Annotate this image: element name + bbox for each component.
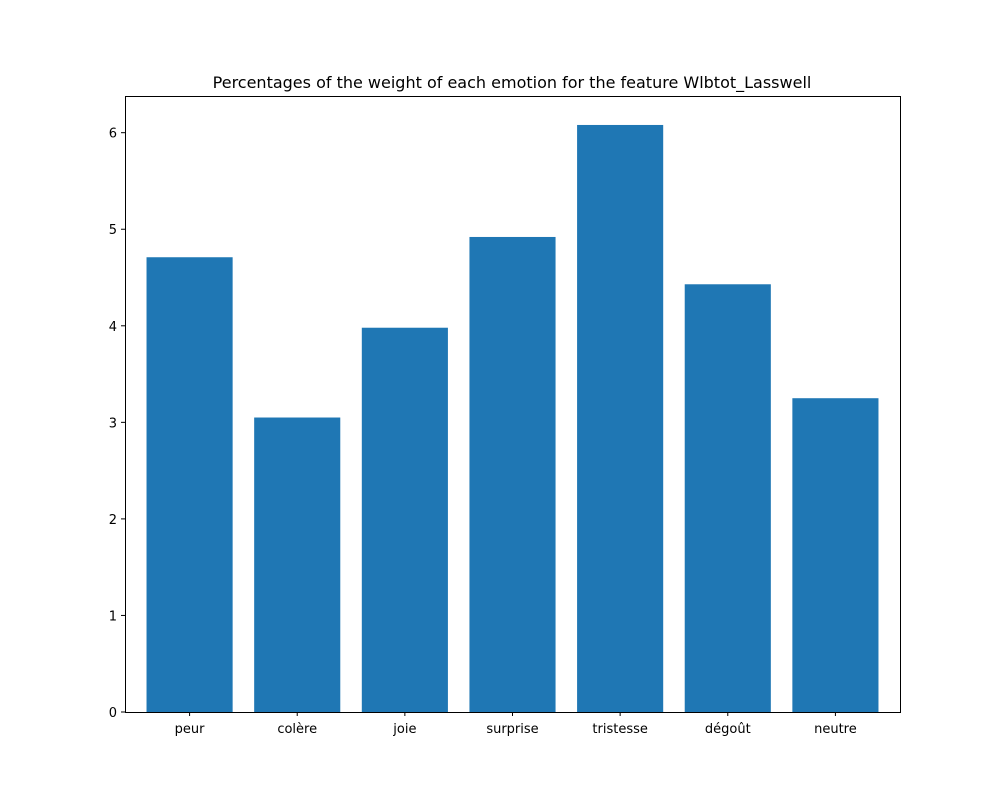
y-tick-label-1: 1 [109, 609, 117, 624]
x-tick-label-1: colère [277, 722, 317, 737]
plot-frame [125, 96, 901, 713]
y-tick-label-5: 5 [109, 223, 117, 238]
x-tick-label-4: tristesse [592, 722, 647, 737]
y-axis: 0 1 2 3 4 5 6 [109, 127, 125, 721]
bar-3 [469, 236, 556, 712]
y-tick-label-3: 3 [109, 416, 117, 431]
chart-title: Percentages of the weight of each emotio… [213, 73, 812, 93]
x-tick-label-2: joie [392, 722, 416, 737]
x-tick-label-3: surprise [486, 722, 538, 737]
y-tick-label-4: 4 [109, 320, 117, 335]
bar-0 [146, 257, 233, 712]
bar-5 [684, 284, 771, 712]
bars-group [146, 124, 879, 712]
y-tick-label-6: 6 [109, 127, 117, 142]
x-tick-label-6: neutre [814, 722, 857, 737]
y-tick-label-2: 2 [109, 513, 117, 528]
bar-6 [792, 398, 879, 712]
x-tick-label-5: dégoût [705, 722, 751, 737]
bar-1 [254, 417, 341, 712]
bar-2 [361, 327, 448, 712]
x-axis: peur colère joie surprise tristesse dégoût neu… [175, 712, 857, 737]
x-tick-label-0: peur [175, 722, 205, 737]
y-tick-label-0: 0 [109, 706, 117, 721]
bar-4 [577, 124, 664, 712]
